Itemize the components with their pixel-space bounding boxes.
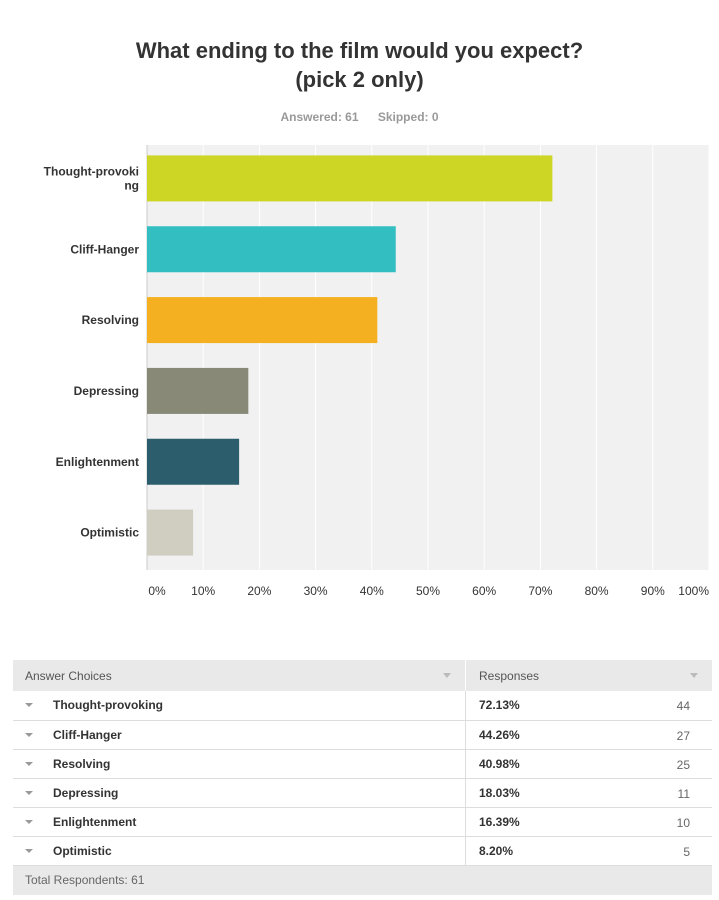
category-label: Thought-provoki xyxy=(44,164,139,178)
response-count: 5 xyxy=(683,844,690,859)
answer-choice-label: Thought-provoking xyxy=(53,698,163,713)
answer-choice-cell: Depressing xyxy=(13,778,466,807)
answer-choice-label: Resolving xyxy=(53,756,111,771)
response-cell: 44.26% 27 xyxy=(466,720,713,749)
x-tick-label: 90% xyxy=(641,584,665,598)
answer-choices-header[interactable]: Answer Choices xyxy=(13,660,466,691)
expand-caret-icon[interactable] xyxy=(25,790,33,795)
x-tick-label: 80% xyxy=(585,584,609,598)
answer-choice-cell: Enlightenment xyxy=(13,807,466,836)
x-tick-label: 100% xyxy=(678,584,709,598)
answer-choice-cell: Thought-provoking xyxy=(13,691,466,720)
x-tick-label: 10% xyxy=(191,584,215,598)
table-footer: Total Respondents: 61 xyxy=(13,865,712,895)
response-percent: 44.26% xyxy=(479,727,520,742)
sort-arrow-icon[interactable] xyxy=(690,673,698,678)
responses-header-label: Responses xyxy=(479,668,540,683)
sort-arrow-icon[interactable] xyxy=(443,673,451,678)
chart-title: What ending to the film would you expect… xyxy=(0,36,719,94)
x-tick-label: 50% xyxy=(416,584,440,598)
x-tick-label: 0% xyxy=(148,584,166,598)
response-cell: 8.20% 5 xyxy=(466,836,713,865)
response-count: 11 xyxy=(677,786,690,801)
response-count: 25 xyxy=(676,757,690,772)
table-row: Enlightenment 16.39% 10 xyxy=(13,807,712,836)
bar-thought-provoking xyxy=(147,155,553,202)
x-tick-label: 30% xyxy=(304,584,328,598)
expand-caret-icon[interactable] xyxy=(25,848,33,853)
x-tick-label: 60% xyxy=(472,584,496,598)
response-percent: 72.13% xyxy=(479,698,520,713)
table-row: Optimistic 8.20% 5 xyxy=(13,836,712,865)
table-row: Depressing 18.03% 11 xyxy=(13,778,712,807)
skipped-count: Skipped: 0 xyxy=(377,110,439,124)
response-count: 27 xyxy=(676,728,690,743)
response-cell: 18.03% 11 xyxy=(466,778,713,807)
response-percent: 40.98% xyxy=(479,756,520,771)
responses-table: Answer Choices Responses Thought-provoki… xyxy=(13,660,712,895)
category-label: ng xyxy=(124,178,139,192)
x-tick-label: 70% xyxy=(528,584,552,598)
answer-choice-cell: Cliff-Hanger xyxy=(13,720,466,749)
chart-title-line1: What ending to the film would you expect… xyxy=(135,38,584,63)
category-label: Depressing xyxy=(74,384,139,398)
answer-choice-label: Enlightenment xyxy=(53,814,137,829)
bar-optimistic xyxy=(147,509,194,556)
response-cell: 40.98% 25 xyxy=(466,749,713,778)
bar-chart: 0% 10% 20% 30% 40% 50% 60% 70% 80% 90% 100% Thought… xyxy=(44,145,710,598)
table-row: Thought-provoking 72.13% 44 xyxy=(13,691,712,720)
answered-count: Answered: 61 xyxy=(280,110,359,124)
answer-choices-header-label: Answer Choices xyxy=(25,668,112,683)
answer-choice-cell: Resolving xyxy=(13,749,466,778)
answer-choice-cell: Optimistic xyxy=(13,836,466,865)
answer-choice-label: Cliff-Hanger xyxy=(53,727,122,742)
table-row: Cliff-Hanger 44.26% 27 xyxy=(13,720,712,749)
responses-header[interactable]: Responses xyxy=(466,660,713,691)
response-percent: 18.03% xyxy=(479,785,520,800)
response-cell: 16.39% 10 xyxy=(466,807,713,836)
x-tick-label: 20% xyxy=(247,584,271,598)
bar-cliff-hanger xyxy=(147,226,396,273)
bar-resolving xyxy=(147,297,378,344)
x-tick-label: 40% xyxy=(360,584,384,598)
table-row: Resolving 40.98% 25 xyxy=(13,749,712,778)
response-summary: Answered: 61 Skipped: 0 xyxy=(0,110,719,124)
response-percent: 16.39% xyxy=(479,814,520,829)
expand-caret-icon[interactable] xyxy=(25,761,33,766)
table-header: Answer Choices Responses xyxy=(13,660,712,691)
total-respondents: Total Respondents: 61 xyxy=(25,873,145,888)
response-cell: 72.13% 44 xyxy=(466,691,713,720)
response-count: 44 xyxy=(676,699,690,713)
answer-choice-label: Depressing xyxy=(53,785,119,800)
category-label: Optimistic xyxy=(80,526,139,540)
category-label: Cliff-Hanger xyxy=(70,242,139,256)
answer-choice-label: Optimistic xyxy=(53,843,112,858)
bar-depressing xyxy=(147,367,249,414)
expand-caret-icon[interactable] xyxy=(25,819,33,824)
bar-enlightenment xyxy=(147,438,240,485)
response-count: 10 xyxy=(676,815,690,830)
response-percent: 8.20% xyxy=(479,843,514,858)
expand-caret-icon[interactable] xyxy=(25,703,33,707)
chart-title-line2: (pick 2 only) xyxy=(295,67,424,92)
expand-caret-icon[interactable] xyxy=(25,732,33,737)
category-label: Resolving xyxy=(82,313,139,327)
category-label: Enlightenment xyxy=(56,455,139,469)
